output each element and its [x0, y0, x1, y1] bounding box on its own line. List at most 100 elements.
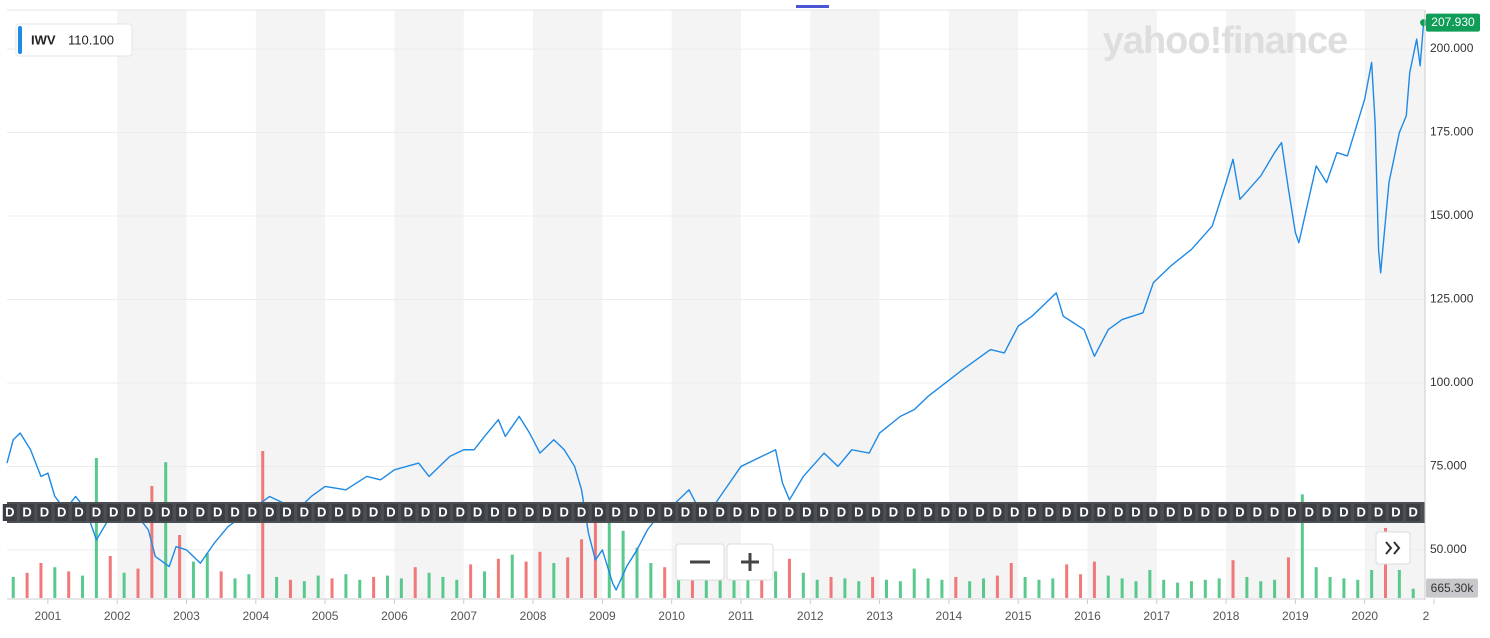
volume-bar [136, 568, 140, 598]
dividend-marker [938, 504, 953, 521]
dividend-label: D [889, 504, 898, 519]
year-band [1087, 10, 1157, 598]
volume-bar [1259, 581, 1263, 598]
volume-bar [593, 507, 597, 598]
dividend-label: D [1114, 504, 1123, 519]
dividend-label: D [958, 504, 967, 519]
dividend-marker [349, 504, 364, 521]
volume-bar [871, 577, 875, 598]
dividend-marker [401, 504, 416, 521]
dividend-marker [2, 504, 17, 521]
volume-bar [704, 565, 708, 598]
dividend-marker [210, 504, 225, 521]
dividend-marker [782, 504, 797, 521]
dividend-marker [1388, 504, 1403, 521]
volume-bar [1342, 578, 1346, 598]
volume-bar [1065, 564, 1069, 598]
scroll-end-button[interactable] [1375, 531, 1411, 565]
x-tick-label: 2014 [936, 609, 963, 623]
legend-box [15, 23, 133, 57]
dividend-marker [262, 504, 277, 521]
volume-bar [926, 578, 930, 598]
dividend-label: D [40, 504, 49, 519]
volume-bar [774, 571, 778, 598]
axes: 50.000 75.000 100.000 125.000 150.000 175.000… [35, 13, 1480, 623]
dividend-marker [1284, 504, 1299, 521]
zoom-in-button[interactable] [726, 543, 774, 581]
x-tick-label: 2011 [728, 609, 754, 623]
year-band [394, 10, 464, 598]
dividend-label: D [438, 504, 447, 519]
x-tick-label: 2008 [520, 609, 547, 623]
dividend-marker [921, 504, 936, 521]
volume-bar [1189, 581, 1193, 598]
volume-bar [1148, 570, 1152, 598]
dividend-label: D [854, 504, 863, 519]
x-tick-label: 2013 [866, 609, 893, 623]
volume-bar [635, 547, 639, 598]
dividend-label: D [594, 504, 603, 519]
dividend-marker [973, 504, 988, 521]
dividend-label: D [750, 504, 759, 519]
x-tick-label: 2019 [1282, 609, 1309, 623]
dividend-marker [54, 504, 69, 521]
zoom-out-button[interactable] [675, 543, 725, 581]
dividend-label: D [906, 504, 915, 519]
dividend-marker [765, 504, 780, 521]
legend-value: 110.100 [68, 32, 114, 47]
dividend-marker [1198, 504, 1213, 521]
dividend-marker [106, 504, 121, 521]
dividend-marker [817, 504, 832, 521]
dividend-marker [955, 504, 970, 521]
x-tick-label: 2015 [1005, 609, 1032, 623]
dividend-marker [851, 504, 866, 521]
dividend-label: D [1149, 504, 1158, 519]
volume-bar [205, 553, 209, 598]
dividend-label: D [1183, 504, 1192, 519]
scroll-end-icon [1393, 541, 1401, 555]
volume-bar [233, 578, 237, 598]
dividend-marker [730, 504, 745, 521]
volume-bar [247, 574, 251, 598]
dividend-marker [366, 504, 381, 521]
watermark: yahoo!finance [1103, 20, 1348, 62]
dividend-marker [626, 504, 641, 521]
volume-bar [801, 572, 805, 598]
dividend-marker [695, 504, 710, 521]
dividend-marker [747, 504, 762, 521]
dividend-label: D [386, 504, 395, 519]
dividend-label: D [1409, 504, 1418, 519]
x-tick-label: 2 [1423, 609, 1430, 623]
dividend-label: D [767, 504, 776, 519]
x-tick-label: 2016 [1074, 609, 1101, 623]
dividend-marker [522, 504, 537, 521]
volume-bar [39, 563, 43, 598]
volume-bar [621, 530, 625, 598]
dividend-marker [72, 504, 87, 521]
volume-bar [843, 578, 847, 598]
dividend-label: D [785, 504, 794, 519]
scroll-end-box[interactable] [1375, 531, 1411, 565]
dividend-marker [1042, 504, 1057, 521]
volume-bar [122, 572, 126, 598]
dividend-marker [20, 504, 35, 521]
volume-bar [954, 577, 958, 598]
dividend-marker [141, 504, 156, 521]
volume-bar [912, 568, 916, 598]
dividend-label: D [1201, 504, 1210, 519]
volume-bar [1245, 577, 1249, 598]
dividend-marker [1232, 504, 1247, 521]
year-band [948, 10, 1019, 598]
volume-bar [1411, 588, 1415, 598]
volume-bar [1079, 574, 1083, 598]
dividend-label: D [975, 504, 984, 519]
volume-bar [1176, 582, 1180, 598]
year-band [810, 10, 880, 598]
y-tick-label: 50.000 [1430, 542, 1467, 556]
volume-bar [53, 567, 57, 598]
volume-bar [496, 558, 500, 598]
dividend-marker [1319, 504, 1334, 521]
dividend-label: D [1218, 504, 1227, 519]
dividend-marker [124, 504, 139, 521]
volume-bar [219, 571, 223, 598]
